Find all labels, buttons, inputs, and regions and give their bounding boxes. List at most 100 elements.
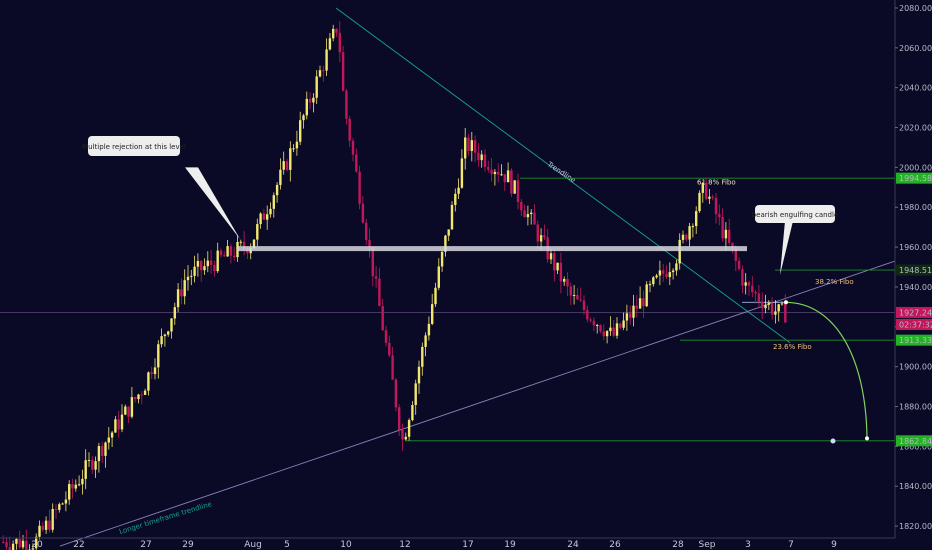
candle-body xyxy=(767,303,770,305)
price-tick-label: 1960.000 xyxy=(899,243,932,252)
candle-body xyxy=(704,182,708,199)
candle-body xyxy=(345,90,348,119)
candle-body xyxy=(483,154,487,168)
candle-body xyxy=(493,171,497,175)
candle-body xyxy=(68,484,71,500)
candle-body xyxy=(582,300,586,310)
candle-body xyxy=(124,406,127,415)
time-axis[interactable]: 20 22 27 29 Aug 5 10 12 17 19 24 26 28 Sep 3 7 9 xyxy=(0,537,895,550)
candle-body xyxy=(559,262,563,282)
candle-body xyxy=(592,320,596,326)
candle-body xyxy=(490,169,493,175)
candle-body xyxy=(292,148,295,150)
candle-body xyxy=(35,536,38,549)
candle-body xyxy=(487,167,490,170)
candle-body xyxy=(431,304,434,324)
candle-body xyxy=(160,336,163,345)
candle-body xyxy=(114,419,117,433)
candle-body xyxy=(18,538,21,548)
candle-body xyxy=(728,229,731,243)
rejection-level-box xyxy=(237,246,747,252)
candle-body xyxy=(120,414,124,430)
candle-body xyxy=(308,98,312,103)
time-tick-label: 20 xyxy=(31,540,43,550)
candle-body xyxy=(84,460,87,479)
candle-body xyxy=(71,484,74,489)
time-tick-label: 28 xyxy=(672,540,684,550)
candle-body xyxy=(150,372,153,375)
candle-body xyxy=(536,224,539,242)
candle-body xyxy=(259,213,262,225)
candle-body xyxy=(648,284,652,286)
time-tick-label: 19 xyxy=(504,540,516,550)
candle-body xyxy=(698,192,701,212)
candle-body xyxy=(81,478,84,485)
candle-body xyxy=(262,213,266,220)
candle-body xyxy=(658,270,662,276)
candle-body xyxy=(470,140,473,151)
candle-body xyxy=(394,379,398,408)
candle-body xyxy=(328,38,332,50)
candle-body xyxy=(520,201,523,211)
candle-body xyxy=(586,309,589,320)
candle-body xyxy=(579,299,582,301)
time-tick-label: 3 xyxy=(745,540,751,550)
candle-body xyxy=(41,525,44,530)
time-tick-label: 27 xyxy=(140,540,151,550)
candle-body xyxy=(163,334,167,337)
candle-body xyxy=(556,262,559,271)
time-tick-label: 12 xyxy=(399,540,410,550)
candle-body xyxy=(58,504,61,510)
candle-body xyxy=(358,171,361,204)
price-axis[interactable]: 1820.000 1840.000 1860.000 1880.000 1900.000… xyxy=(894,0,932,538)
candle-body xyxy=(332,28,335,39)
time-tick-label: 5 xyxy=(284,540,290,550)
candle-body xyxy=(563,279,566,282)
candle-body xyxy=(721,217,724,239)
callout-engulfing-box xyxy=(755,205,835,223)
candle-body xyxy=(295,141,299,149)
candle-body xyxy=(662,270,665,274)
level-tag-1948-bg xyxy=(896,264,932,276)
candle-body xyxy=(645,284,648,307)
candle-body xyxy=(335,28,338,33)
candle-body xyxy=(427,323,431,336)
candle-body xyxy=(302,115,305,121)
candle-body xyxy=(312,97,315,103)
projection-end-dot xyxy=(865,436,869,441)
candle-body xyxy=(764,304,767,309)
level-tag-1913-bg xyxy=(896,334,932,346)
time-tick-label: 29 xyxy=(182,540,194,550)
current-price-tag-text: 1927.247 xyxy=(899,308,932,317)
candle-body xyxy=(318,70,322,77)
candle-body xyxy=(348,118,351,141)
candle-body xyxy=(130,397,134,417)
time-tick-label: 24 xyxy=(567,540,579,550)
price-tick-label: 1900.000 xyxy=(899,363,932,372)
price-tick-label: 1860.000 xyxy=(899,442,932,451)
candle-body xyxy=(338,32,341,53)
candle-body xyxy=(589,319,592,321)
current-price-tag-bg xyxy=(896,306,932,318)
candle-body xyxy=(695,211,698,227)
candle-body xyxy=(625,313,629,321)
candle-body xyxy=(8,547,11,550)
candle-body xyxy=(737,260,741,270)
candle-body xyxy=(196,260,200,267)
candle-body xyxy=(530,212,533,215)
candle-body xyxy=(724,229,728,239)
candle-body xyxy=(97,446,101,462)
candle-body xyxy=(180,289,183,297)
candle-body xyxy=(226,246,229,257)
candle-body xyxy=(464,137,467,159)
candle-body xyxy=(454,193,457,205)
candle-body xyxy=(526,214,530,218)
candle-body xyxy=(539,235,543,242)
time-tick-label: 10 xyxy=(340,540,352,550)
candle-body xyxy=(368,239,371,248)
candle-body xyxy=(272,195,275,209)
candle-body xyxy=(417,366,421,384)
price-tick-label: 2080.000 xyxy=(899,4,932,13)
time-tick-label: Aug xyxy=(244,540,262,550)
